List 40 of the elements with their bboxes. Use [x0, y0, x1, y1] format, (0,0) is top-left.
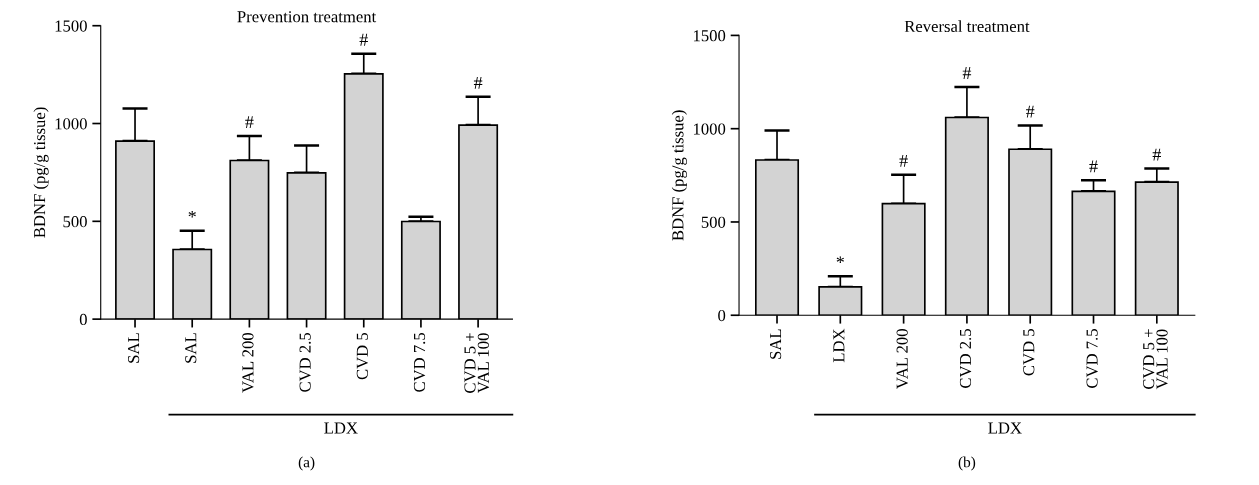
x-tick-label: SAL — [128, 333, 140, 363]
x-tick-label: SAL — [769, 329, 782, 359]
data-label: # — [1152, 148, 1161, 161]
y-axis-title: BDNF (pg/g tissue) — [33, 107, 49, 238]
x-tick-label: CVD 2.5 — [299, 332, 311, 392]
y-tick-label: 500 — [701, 216, 726, 228]
y-tick-label: 0 — [79, 313, 87, 326]
text: LDX — [324, 422, 358, 434]
data-label: * — [836, 256, 844, 264]
chart-title: Prevention treatment — [237, 11, 377, 23]
data-label: # — [359, 33, 368, 46]
text: (a) — [298, 456, 315, 471]
y-tick-label: 1000 — [55, 118, 87, 130]
x-tick-label: CVD 5 + VAL 100 — [1143, 329, 1168, 390]
x-tick-label: VAL 200 — [896, 329, 908, 389]
x-tick-label: CVD 5 — [356, 332, 369, 380]
chart-title: Reversal treatment — [904, 20, 1030, 33]
x-tick-label: CVD 5 — [1023, 329, 1035, 376]
x-tick-label: CVD 2.5 — [959, 329, 972, 388]
y-axis-title: BDNF (pg/g tissue) — [671, 110, 687, 241]
x-tick-label: VAL 200 — [242, 332, 254, 393]
text: LDX — [988, 422, 1022, 434]
data-label: # — [899, 154, 908, 167]
x-tick-label: LDX — [833, 328, 845, 363]
data-label: * — [188, 210, 196, 218]
x-tick-label: SAL — [185, 333, 197, 363]
y-tick-label: 1500 — [55, 20, 87, 32]
data-label: # — [245, 116, 254, 129]
x-tick-label: CVD 7.5 — [1086, 329, 1098, 388]
x-tick-label: CVD 7.5 — [413, 332, 426, 392]
data-label: # — [1026, 105, 1035, 118]
data-label: # — [962, 67, 972, 79]
x-tick-label: CVD 5 + VAL 100 — [464, 333, 490, 394]
y-tick-label: 0 — [718, 309, 726, 322]
y-tick-label: 1500 — [693, 30, 726, 42]
data-label: # — [473, 76, 483, 89]
data-label: # — [1089, 160, 1098, 173]
y-tick-label: 1000 — [693, 123, 726, 135]
text: (b) — [958, 456, 976, 471]
y-tick-label: 500 — [63, 216, 87, 228]
